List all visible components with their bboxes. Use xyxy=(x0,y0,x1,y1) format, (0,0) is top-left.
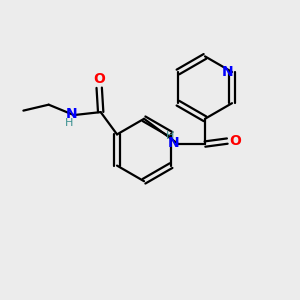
Text: N: N xyxy=(168,136,180,150)
Text: N: N xyxy=(66,107,77,122)
Text: O: O xyxy=(229,134,241,148)
Text: H: H xyxy=(166,131,174,141)
Text: N: N xyxy=(222,65,233,79)
Text: O: O xyxy=(93,72,105,86)
Text: H: H xyxy=(65,118,74,128)
